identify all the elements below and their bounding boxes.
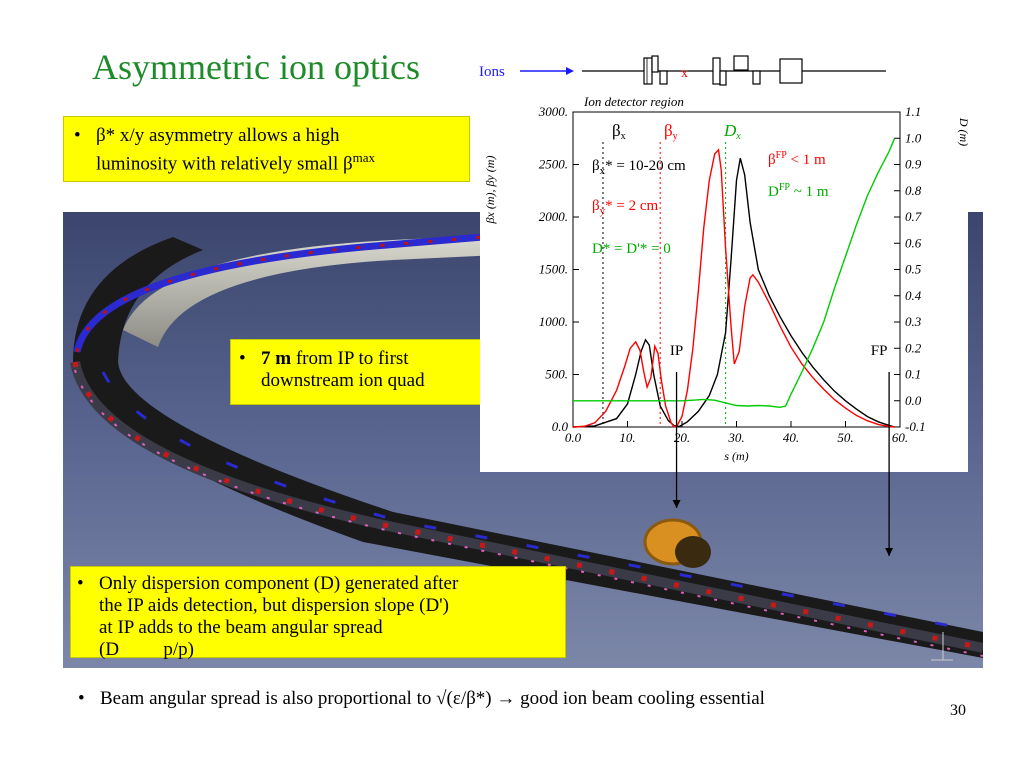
series-line-dispersion [573, 138, 896, 409]
x-tick-label: 0.0 [565, 430, 582, 445]
y-left-axis-label: βx (m), βy (m) [483, 156, 497, 225]
chart-series [572, 138, 896, 428]
bullet-bold-text: 7 m [261, 348, 292, 369]
ip-marker-icon: x [681, 66, 688, 81]
lattice-schematic: Ions x [479, 55, 886, 86]
quad-5 [719, 70, 727, 86]
y-right-tick-label: 0.1 [905, 367, 921, 382]
bullet-distance: • 7 m from IP to first downstream ion qu… [239, 348, 486, 392]
bullet-text: Beam angular spread is also proportional… [100, 688, 765, 709]
y-right-tick-label: 0.7 [905, 209, 922, 224]
ip-label: IP [670, 343, 683, 359]
y-left-tick-label: 1500. [539, 262, 568, 277]
y-right-tick-label: -0.1 [905, 419, 926, 434]
y-left-tick-label: 3000. [538, 104, 568, 119]
x-tick-label: 60. [892, 430, 908, 445]
bullet-line: at IP adds to the beam angular spread [99, 617, 383, 638]
bullet-dot: • [74, 125, 81, 146]
y-left-tick-label: 2500. [539, 157, 568, 172]
bullet-line: luminosity with relatively small β [96, 153, 353, 175]
page-number: 30 [950, 702, 966, 719]
header-label: Ion detector region [583, 94, 684, 109]
bullet-text: Only dispersion component (D) generated … [99, 573, 458, 661]
bullet-angular-spread: • Beam angular spread is also proportion… [78, 688, 958, 710]
bullet-dot: • [78, 688, 85, 709]
legend-item: βx [612, 121, 626, 142]
y-right-tick-label: 0.9 [905, 157, 922, 172]
bullet-line: Only dispersion component (D) generated … [99, 573, 459, 594]
x-tick-label: 50. [837, 430, 853, 445]
bullet-dot: • [239, 348, 246, 369]
bullet-box-distance: • 7 m from IP to first downstream ion qu… [230, 339, 495, 405]
y-right-tick-label: 1.0 [905, 130, 922, 145]
bullet-line: from IP to first [291, 348, 409, 369]
fp-label: FP [871, 343, 888, 359]
d-star-annotation: D* = D'* = 0 [592, 241, 671, 257]
ions-label: Ions [479, 64, 505, 80]
legend-item: βy [664, 121, 678, 142]
beta-x-star-annotation: βx* = 10-20 cm [592, 158, 686, 177]
dipole-1 [733, 55, 749, 71]
y-right-tick-label: 0.0 [905, 393, 922, 408]
beta-fp-annotation: βFP < 1 m [768, 150, 826, 168]
bullet-line: downstream ion quad [261, 370, 425, 391]
chart-ticks: 0.0 10. 20. 30. 40. 50. 60. 0.0 500. 1000. 1500. 20… [538, 104, 926, 445]
dipole-2 [779, 58, 803, 84]
bullet-dispersion: • Only dispersion component (D) generate… [77, 573, 559, 661]
ions-arrow-head-icon [566, 67, 574, 75]
bullet-box-dispersion: • Only dispersion component (D) generate… [70, 566, 566, 661]
d-fp-annotation: DFP ~ 1 m [768, 182, 829, 200]
y-right-tick-label: 0.3 [905, 314, 922, 329]
magnet-elements [643, 55, 803, 86]
y-right-tick-label: 0.6 [905, 235, 922, 250]
quad-6 [752, 70, 761, 85]
bullet-dot: • [77, 573, 84, 594]
y-right-tick-label: 0.4 [905, 288, 922, 303]
beta-y-star-annotation: βy* = 2 cm [592, 198, 659, 217]
bullet-text: β* x/y asymmetry allows a high luminosit… [96, 125, 375, 175]
y-left-tick-label: 500. [545, 367, 568, 382]
y-right-tick-label: 0.2 [905, 340, 922, 355]
series-line-beta-x [572, 158, 895, 428]
bullet-text: 7 m from IP to first downstream ion quad [261, 348, 425, 392]
bullet-asymmetry: • β* x/y asymmetry allows a high luminos… [74, 125, 459, 175]
y-left-tick-label: 0.0 [552, 419, 569, 434]
x-tick-label: 20. [674, 430, 690, 445]
x-axis-label: s (m) [724, 449, 748, 463]
beta-function-chart: Ion detector region s (m) βx (m), βy (m) D … [480, 92, 971, 472]
y-right-axis-label: D (m) [957, 117, 968, 146]
chart-svg: Ion detector region s (m) βx (m), βy (m) D … [483, 94, 971, 463]
bullet-box-asymmetry: • β* x/y asymmetry allows a high luminos… [63, 116, 470, 182]
chart-annotations: βx βy Dx βx* = 10-20 cm βy* = 2 cm D* = D'* =… [592, 121, 887, 359]
quad-1 [643, 57, 653, 85]
x-tick-label: 40. [783, 430, 799, 445]
bullet-line: (D   p/p) [99, 639, 194, 660]
y-left-tick-label: 2000. [539, 209, 568, 224]
y-left-tick-label: 1000. [539, 314, 568, 329]
y-right-tick-label: 1.1 [905, 104, 921, 119]
x-tick-label: 30. [727, 430, 744, 445]
series-line-beta-y [572, 148, 895, 428]
y-right-tick-label: 0.5 [905, 262, 922, 277]
slide-title: Asymmetric ion optics [92, 47, 420, 87]
quad-2 [651, 55, 659, 73]
y-right-tick-label: 0.8 [905, 183, 922, 198]
bullet-superscript: max [352, 150, 376, 165]
quad-4 [712, 57, 721, 85]
bullet-line: β* x/y asymmetry allows a high [96, 125, 340, 146]
x-tick-label: 10. [619, 430, 635, 445]
quad-3 [659, 70, 668, 85]
bullet-line: the IP aids detection, but dispersion sl… [99, 595, 449, 616]
legend-item: Dx [723, 121, 741, 142]
